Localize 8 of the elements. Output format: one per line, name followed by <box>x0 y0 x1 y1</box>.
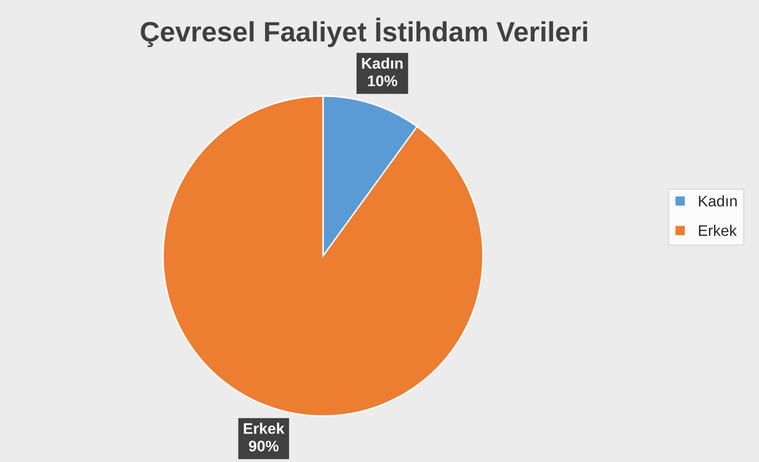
chart-title: Çevresel Faaliyet İstihdam Verileri <box>140 18 588 48</box>
data-label: 90% <box>248 440 279 452</box>
legend-label: Erkek <box>698 224 737 236</box>
pie-slice <box>162 95 484 417</box>
slice-label: Erkek <box>244 422 284 434</box>
slice-label: Kadın <box>362 57 403 69</box>
data-label: 10% <box>368 75 398 86</box>
legend-label: Kadın <box>698 195 737 206</box>
